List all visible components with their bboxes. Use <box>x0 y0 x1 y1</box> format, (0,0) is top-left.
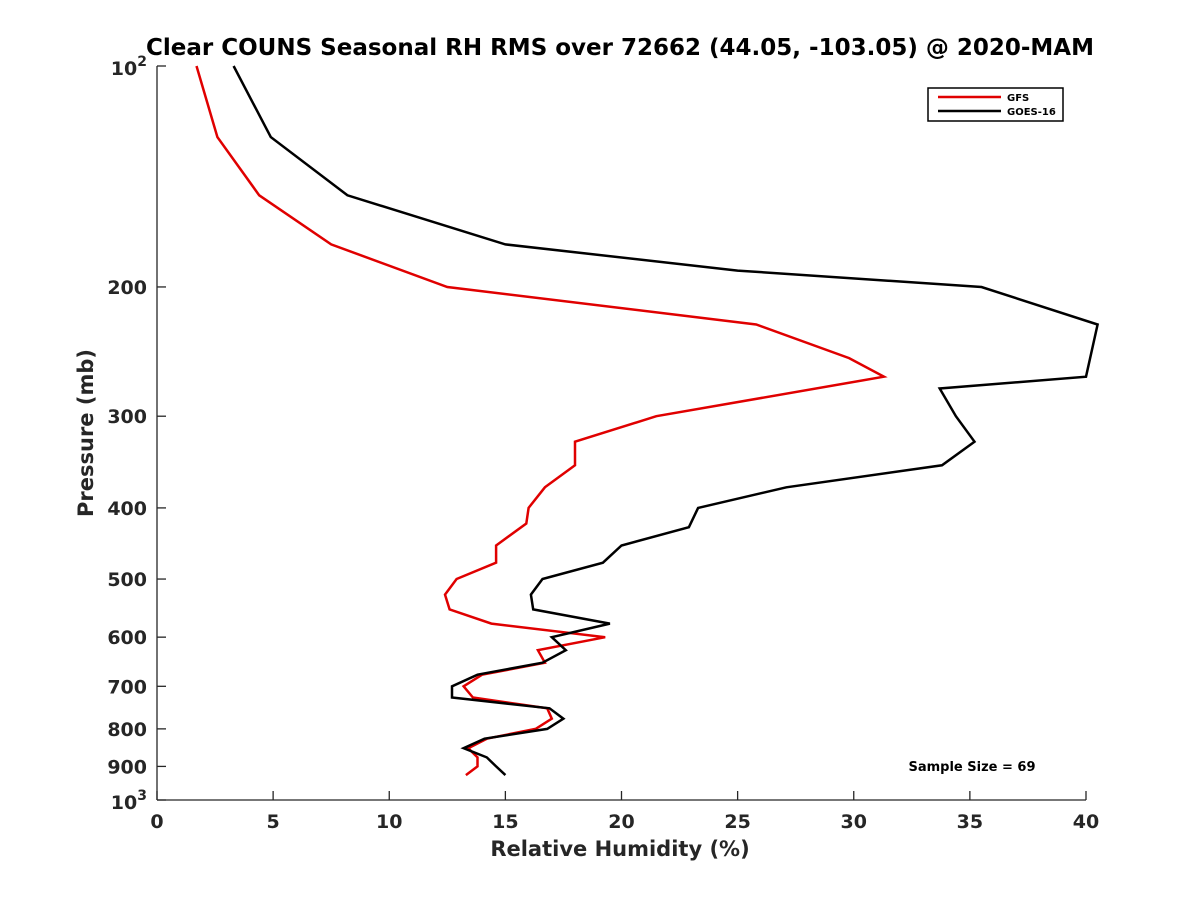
legend: GFS GOES-16 <box>927 87 1064 122</box>
x-tick-label: 20 <box>608 811 634 833</box>
x-tick-label: 40 <box>1073 811 1099 833</box>
y-tick-label: 800 <box>107 719 147 741</box>
y-tick-label: 600 <box>107 627 147 649</box>
x-tick-label: 25 <box>724 811 750 833</box>
series-layer <box>195 65 1100 777</box>
x-tick-label: 10 <box>376 811 402 833</box>
series-line-goes-16 <box>232 65 1100 777</box>
chart-title: Clear COUNS Seasonal RH RMS over 72662 (… <box>146 35 1094 61</box>
y-axis-label: Pressure (mb) <box>74 349 98 517</box>
x-tick-label: 15 <box>492 811 518 833</box>
series-line-gfs <box>195 65 888 777</box>
y-tick-label: 500 <box>107 569 147 591</box>
y-tick-label: 400 <box>107 498 147 520</box>
y-tick-label: 900 <box>107 756 147 778</box>
x-tick-label: 5 <box>267 811 280 833</box>
x-tick-label: 30 <box>841 811 867 833</box>
y-tick-label: 103 <box>111 788 147 814</box>
x-tick-label: 0 <box>150 811 163 833</box>
legend-box <box>927 87 1064 122</box>
y-tick-label: 300 <box>107 406 147 428</box>
axes: 0 5 10 15 20 25 30 35 40 102 200 300 400 500 600 700 800… <box>107 54 1099 833</box>
x-axis-label: Relative Humidity (%) <box>490 837 749 861</box>
legend-label: GFS <box>1007 93 1029 104</box>
y-tick-label: 200 <box>107 277 147 299</box>
sample-size-annotation: Sample Size = 69 <box>908 760 1035 775</box>
legend-label: GOES-16 <box>1007 107 1056 118</box>
y-tick-label: 700 <box>107 676 147 698</box>
y-tick-label: 102 <box>111 54 147 80</box>
x-tick-label: 35 <box>957 811 983 833</box>
